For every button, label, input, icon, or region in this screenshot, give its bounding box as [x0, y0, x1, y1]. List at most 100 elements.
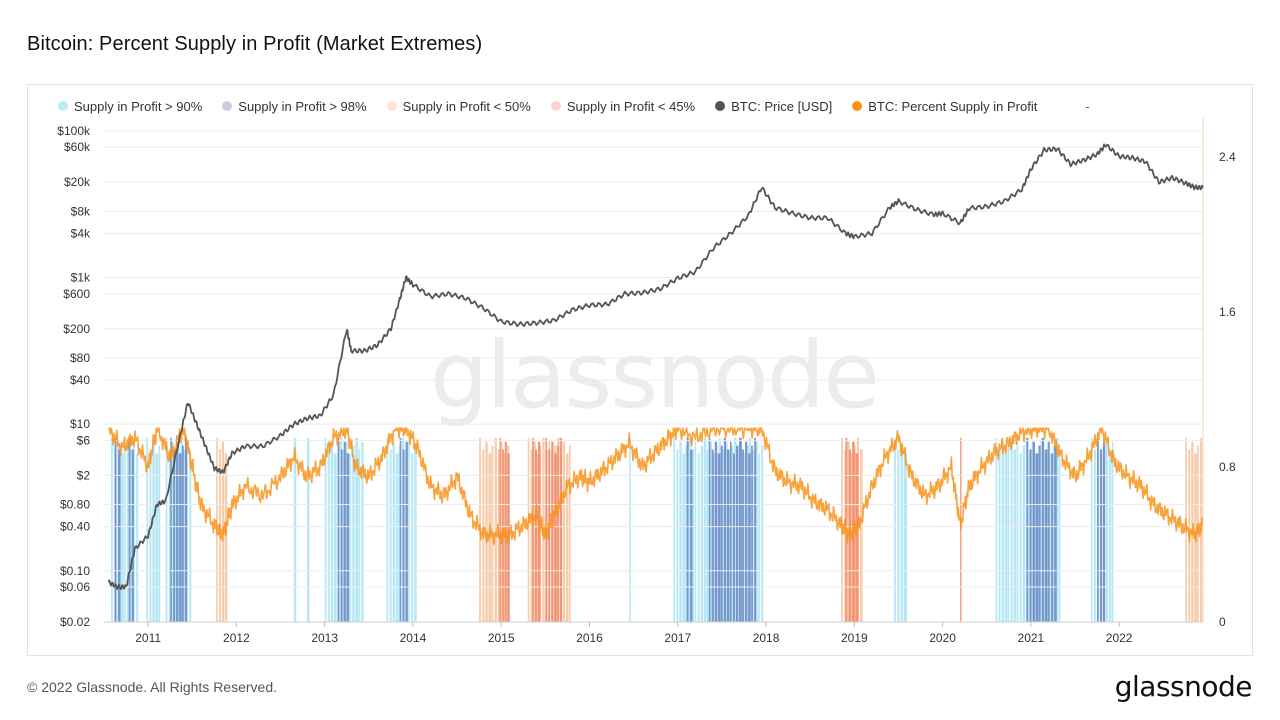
band-profit-gt-90: [685, 445, 688, 622]
x-tick-label: 2015: [488, 631, 515, 645]
band-profit-gt-90: [1019, 453, 1022, 622]
band-profit-gt-98: [343, 441, 346, 622]
band-profit-gt-90: [1090, 437, 1093, 622]
legend-label: BTC: Price [USD]: [731, 98, 833, 114]
band-profit-gt-90: [900, 441, 904, 622]
band-profit-gt-90: [307, 437, 310, 622]
x-tick-label: 2022: [1106, 631, 1133, 645]
band-profit-gt-98: [732, 453, 735, 622]
legend-more-button[interactable]: -: [1085, 98, 1090, 114]
band-profit-gt-98: [176, 441, 179, 622]
band-profit-gt-90: [755, 441, 758, 622]
band-profit-gt-90: [171, 441, 174, 622]
band-profit-gt-98: [170, 437, 172, 622]
market-extreme-bands: [111, 437, 1203, 622]
band-profit-gt-90: [746, 445, 749, 622]
band-profit-gt-98: [714, 441, 718, 622]
band-profit-gt-98: [1035, 453, 1039, 622]
band-profit-lt-45: [535, 449, 538, 622]
series: [107, 143, 1204, 591]
band-profit-gt-90: [700, 445, 703, 622]
legend-item-supply-profit[interactable]: BTC: Percent Supply in Profit: [852, 99, 1037, 114]
band-profit-lt-45: [557, 445, 559, 622]
band-profit-gt-90: [730, 445, 734, 622]
y-right-tick-label: 2.4: [1219, 150, 1236, 164]
y-right-tick-label: 0: [1219, 615, 1226, 629]
chart-title: Bitcoin: Percent Supply in Profit (Marke…: [27, 33, 483, 55]
band-profit-gt-90: [995, 437, 998, 622]
legend-item-profit-lt-50[interactable]: Supply in Profit < 50%: [386, 99, 531, 114]
band-profit-gt-90: [327, 449, 330, 622]
legend-swatch-profit-gt-98: [222, 101, 233, 111]
band-profit-gt-98: [173, 449, 176, 622]
band-profit-gt-90: [897, 449, 900, 622]
band-profit-gt-90: [709, 441, 712, 622]
band-profit-gt-90: [694, 441, 697, 622]
y-right-tick-label: 0.8: [1219, 460, 1236, 474]
band-profit-lt-50: [536, 453, 540, 622]
band-profit-lt-50: [565, 453, 569, 622]
band-profit-gt-98: [745, 441, 748, 622]
band-profit-gt-90: [1016, 441, 1019, 622]
band-profit-gt-98: [1097, 437, 1099, 622]
band-profit-gt-90: [712, 453, 716, 622]
band-profit-lt-45: [548, 449, 551, 622]
band-profit-gt-90: [688, 437, 691, 622]
y-left-tick-label: $6: [77, 433, 91, 447]
band-profit-gt-90: [761, 445, 764, 622]
band-profit-gt-98: [184, 437, 188, 622]
band-profit-gt-98: [181, 445, 184, 622]
band-profit-lt-50: [485, 441, 488, 622]
legend-item-profit-gt-90[interactable]: Supply in Profit > 90%: [58, 99, 202, 114]
legend-label: Supply in Profit > 90%: [74, 98, 203, 114]
band-profit-gt-90: [743, 453, 746, 622]
band-profit-gt-98: [399, 437, 402, 622]
grid-lines: [104, 130, 1203, 623]
band-profit-gt-90: [149, 449, 152, 622]
band-profit-gt-98: [1048, 441, 1050, 622]
band-profit-gt-90: [386, 437, 389, 622]
band-profit-gt-90: [408, 441, 410, 622]
band-profit-gt-90: [395, 453, 399, 622]
band-profit-gt-98: [729, 441, 732, 622]
band-profit-gt-90: [894, 437, 896, 622]
chart-panel: [27, 84, 1253, 656]
band-profit-gt-98: [742, 449, 744, 622]
legend-item-btc-price[interactable]: BTC: Price [USD]: [715, 99, 832, 114]
y-left-tick-label: $600: [63, 287, 90, 301]
band-profit-gt-90: [293, 437, 297, 622]
band-profit-gt-90: [165, 437, 168, 622]
band-profit-gt-90: [158, 445, 161, 622]
band-profit-gt-90: [411, 453, 414, 622]
x-tick-label: 2012: [223, 631, 250, 645]
glassnode-logo: glassnode: [1114, 670, 1253, 703]
band-profit-gt-98: [748, 453, 751, 622]
band-profit-gt-98: [1102, 441, 1106, 622]
band-profit-gt-98: [1100, 449, 1102, 622]
band-profit-lt-50: [224, 453, 228, 622]
y-left-tick-label: $8k: [71, 204, 91, 218]
band-profit-gt-90: [724, 441, 728, 622]
band-profit-gt-90: [189, 453, 192, 622]
band-profit-gt-90: [706, 449, 709, 622]
x-tick-label: 2013: [311, 631, 338, 645]
band-profit-gt-90: [126, 437, 130, 622]
legend-item-profit-gt-98[interactable]: Supply in Profit > 98%: [222, 99, 367, 114]
band-profit-gt-90: [1022, 445, 1025, 622]
band-profit-gt-90: [1037, 445, 1040, 622]
legend-swatch-supply-profit: [852, 101, 863, 111]
band-profit-gt-90: [333, 453, 337, 622]
band-profit-gt-90: [361, 441, 364, 622]
band-profit-gt-98: [131, 449, 134, 622]
band-profit-gt-98: [708, 437, 711, 622]
band-profit-gt-98: [1032, 441, 1036, 622]
band-profit-gt-90: [120, 453, 124, 622]
band-profit-gt-90: [1013, 449, 1017, 622]
band-profit-gt-90: [111, 437, 113, 622]
legend-item-profit-lt-45[interactable]: Supply in Profit < 45%: [550, 99, 695, 114]
band-profit-gt-90: [629, 437, 631, 622]
band-profit-gt-90: [324, 437, 327, 622]
band-profit-gt-98: [337, 437, 340, 622]
band-profit-gt-90: [703, 437, 707, 622]
